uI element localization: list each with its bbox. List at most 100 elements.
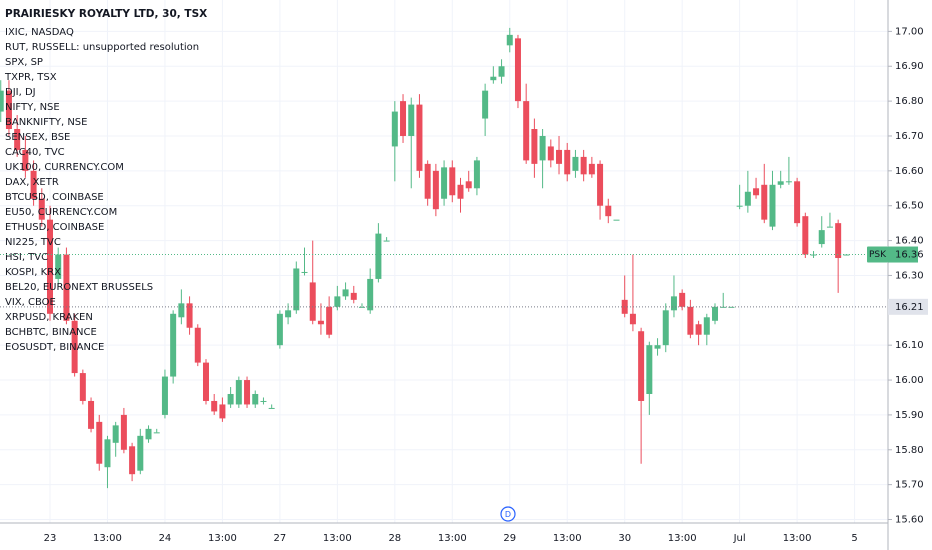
y-tick-label: 16.40 (895, 236, 924, 247)
candle-body (47, 219, 53, 314)
y-tick-label: 16.90 (895, 61, 924, 72)
candle-body (753, 188, 760, 196)
candle-body (556, 149, 563, 164)
candle-body (400, 101, 407, 136)
overlay-symbol: DJI, DJ (5, 87, 36, 98)
candle-body (153, 432, 160, 434)
candle-body (449, 167, 456, 196)
x-tick-label: 13:00 (208, 533, 237, 544)
candle-body (244, 380, 251, 405)
candle-body (629, 313, 636, 325)
candle-body (432, 170, 439, 210)
candle-body (301, 271, 308, 273)
candle-body (785, 181, 792, 183)
candle-body (350, 292, 357, 300)
candle-body (120, 414, 127, 450)
overlay-symbol: IXIC, NASDAQ (5, 27, 74, 38)
last-price-box (888, 246, 918, 263)
candle-body (679, 292, 686, 307)
y-tick-label: 15.60 (895, 515, 924, 526)
candle-body (818, 230, 825, 245)
candle-body (646, 345, 653, 394)
candle-body (285, 310, 292, 318)
candle-body (0, 90, 4, 112)
candle-body (88, 400, 95, 429)
ref-price-label: 16.21 (895, 302, 924, 313)
x-tick-label: 13:00 (93, 533, 122, 544)
candle-body (96, 421, 103, 464)
x-tick-label: 30 (618, 533, 631, 544)
candle-body (55, 254, 62, 279)
candle-body (835, 223, 842, 259)
candle-body (14, 129, 21, 150)
overlay-symbol: BTCUSD, COINBASE (5, 192, 104, 203)
overlay-symbol: UK100, CURRENCY.COM (5, 162, 124, 173)
candle-body (5, 90, 12, 130)
y-tick-label: 15.70 (895, 480, 924, 491)
x-tick-label: 5 (851, 533, 857, 544)
candles (0, 27, 850, 489)
candle-body (703, 317, 710, 335)
overlay: IXIC, NASDAQ RUT, RUSSELL: unsupported re… (4, 27, 199, 353)
overlay-symbol: ETHUSD, COINBASE (5, 222, 104, 233)
y-tick-label: 16.30 (895, 270, 924, 281)
candle-body (194, 327, 201, 363)
candle-body (79, 373, 86, 401)
x-tick-label: 28 (388, 533, 401, 544)
candle-body (761, 184, 768, 220)
candle-body (22, 149, 29, 171)
candle-body (523, 101, 530, 161)
candle-body (531, 129, 538, 164)
candle-body (424, 163, 431, 199)
candle-body (457, 184, 464, 199)
overlay-symbol: XRPUSD, KRAKEN (5, 312, 93, 323)
overlay-symbol: BANKNIFTY, NSE (5, 117, 87, 128)
overlay-symbol: VIX, CBOE (5, 297, 56, 308)
candle-body (572, 156, 579, 171)
candle-body (597, 163, 604, 206)
candle-body (71, 320, 78, 374)
candle-body (473, 160, 480, 189)
overlay-symbol: CAC40, TVC (5, 147, 65, 158)
overlay-symbol: TXPR, TSX (4, 72, 57, 83)
overlay-symbol: EU50, CURRENCY.COM (5, 207, 117, 218)
candle-body (490, 76, 497, 81)
candle-body (137, 435, 144, 471)
candle-body (358, 306, 365, 308)
candle-body (736, 205, 743, 207)
candle-body (588, 163, 595, 175)
overlay-symbol: RUT, RUSSELL: unsupported resolution (5, 42, 199, 53)
candle-body (802, 216, 809, 255)
candle-body (30, 170, 37, 199)
candle-body (326, 306, 333, 335)
candle-body (794, 181, 801, 224)
candle-body (564, 149, 571, 175)
candle-body (104, 439, 111, 468)
chart-title: PRAIRIESKY ROYALTY LTD, 30, TSX (5, 8, 207, 20)
x-tick-label: 13:00 (553, 533, 582, 544)
candle-body (391, 111, 398, 147)
candle-body (769, 184, 776, 227)
candle-body (268, 407, 275, 409)
last-price-label: 16.36 (895, 250, 924, 261)
candle-body (465, 181, 472, 189)
candle-body (219, 404, 226, 419)
candle-body (63, 254, 70, 321)
candle-body (728, 306, 735, 308)
y-tick-label: 16.10 (895, 340, 924, 351)
candle-body (161, 376, 168, 415)
candle-body (178, 303, 185, 318)
y-tick-label: 16.60 (895, 166, 924, 177)
candle-body (498, 66, 505, 77)
y-tick-label: 16.70 (895, 131, 924, 142)
candle-body (654, 345, 661, 349)
ref-price-box (888, 298, 928, 315)
candle-body (342, 289, 349, 297)
candle-body (514, 38, 521, 102)
overlay-symbol: EOSUSDT, BINANCE (5, 342, 104, 353)
candle-body (129, 446, 136, 475)
candle-body (367, 278, 374, 311)
event-marker-label: D (505, 510, 511, 519)
candle-body (539, 135, 546, 161)
